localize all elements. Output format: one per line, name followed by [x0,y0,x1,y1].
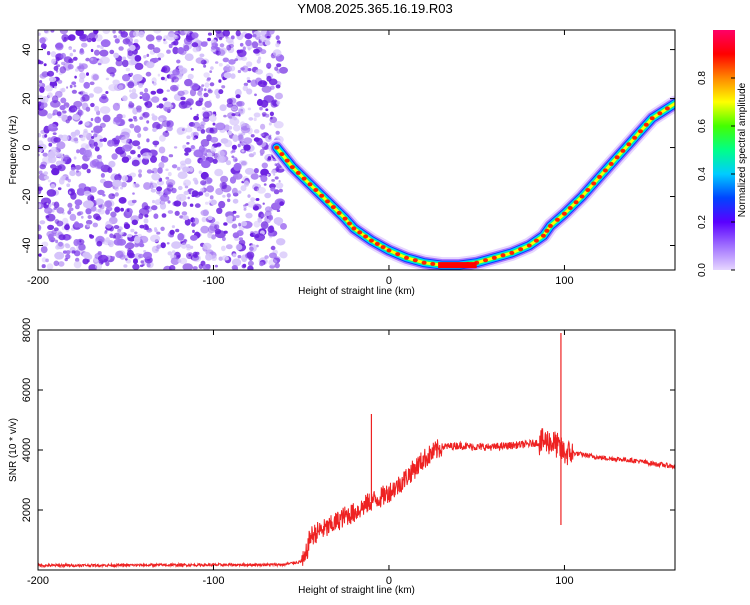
colorbar-label: Normalized spectral amplitude [737,82,748,217]
colorbar-tick-label: 0.6 [697,119,708,133]
snr-x-tick-label: 100 [555,575,573,587]
heatmap-y-tick-label: -40 [21,238,33,254]
ridge-min-band [438,262,477,269]
heatmap-y-tick-label: 0 [21,144,33,150]
snr-y-tick-label: 8000 [21,318,33,342]
snr-x-tick-label: -200 [27,575,49,587]
snr-y-tick-label: 4000 [21,438,33,462]
heatmap-x-tick-label: 100 [555,275,573,287]
ridge-peaks [274,106,670,268]
snr-plot-area [38,333,675,569]
colorbar-tick-label: 0.8 [697,71,708,85]
heatmap-x-tick-label: -100 [202,275,224,287]
heatmap-x-tick-label: 0 [386,275,392,287]
spectral-ridge [268,95,675,270]
figure-title: YM08.2025.365.16.19.R03 [297,1,453,16]
heatmap-frame [37,29,676,271]
snr-x-tick-label: 0 [386,575,392,587]
snr-x-axis-label: Height of straight line (km) [298,585,415,596]
snr-y-tick-label: 6000 [21,378,33,402]
noise-region [38,30,288,270]
snr-frame [37,329,676,571]
heatmap-y-axis-label: Frequency (Hz) [8,116,19,185]
colorbar-tick-label: 0.0 [697,263,708,277]
snr-y-tick-label: 2000 [21,498,33,522]
heatmap-y-tick-label: -20 [21,189,33,205]
snr-y-axis-label: SNR (10 * v/v) [8,418,19,482]
snr-series-line [38,428,675,569]
colorbar [713,30,735,270]
snr-x-tick-label: -100 [202,575,224,587]
heatmap-plot-area [38,30,675,270]
heatmap-y-tick-label: 40 [21,43,33,55]
colorbar-tick-label: 0.2 [697,215,708,229]
heatmap-x-axis-label: Height of straight line (km) [298,286,415,297]
heatmap-x-tick-label: -200 [27,275,49,287]
colorbar-tick-label: 0.4 [697,167,708,181]
heatmap-y-tick-label: 20 [21,92,33,104]
